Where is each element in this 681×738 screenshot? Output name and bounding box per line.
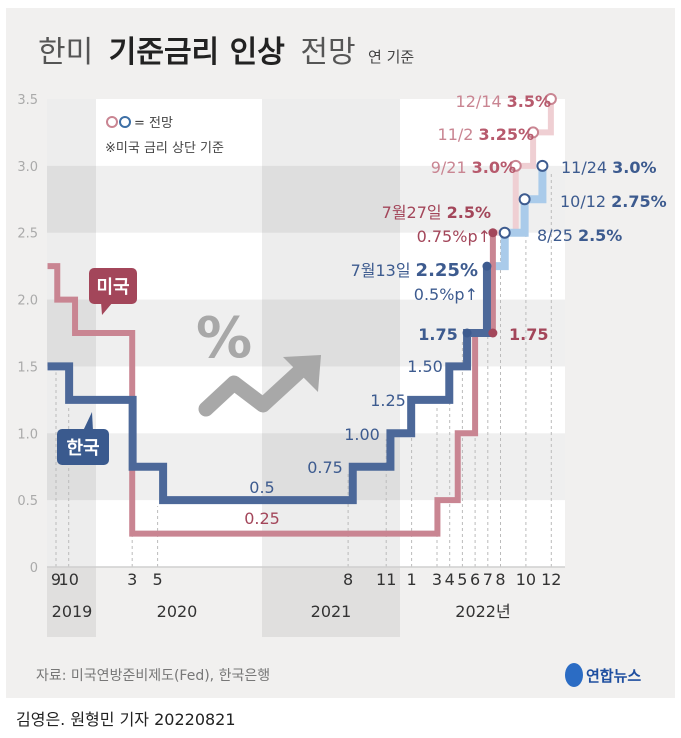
yonhap-logo-icon bbox=[565, 663, 583, 687]
byline: 김영은. 원형민 기자 20220821 bbox=[16, 710, 236, 729]
korea-callout: 한국 bbox=[57, 412, 109, 465]
korea-label-1.50: 1.50 bbox=[407, 357, 443, 376]
us-forecast-label-1214: 12/14 3.5% bbox=[456, 92, 551, 111]
year-label-2022: 2022년 bbox=[455, 602, 510, 621]
y-tick-label: 1.0 bbox=[17, 427, 38, 442]
us-july-label: 7월27일 2.5% bbox=[382, 203, 491, 222]
x-tick-label: 3 bbox=[432, 570, 442, 589]
korea-label-1.75: 1.75 bbox=[418, 325, 457, 344]
percent-icon: % bbox=[196, 306, 252, 371]
x-tick-label: 11 bbox=[376, 570, 396, 589]
legend-note: ※미국 금리 상단 기준 bbox=[105, 141, 224, 156]
y-axis-ticks: 0 0.5 1.0 1.5 2.0 2.5 3.0 3.5 bbox=[17, 93, 38, 576]
x-tick-label: 10 bbox=[59, 570, 79, 589]
us-forecast-marker-icon bbox=[106, 116, 118, 128]
arrow-head-icon bbox=[283, 355, 321, 392]
source-note: 자료: 미국연방준비제도(Fed), 한국은행 bbox=[36, 668, 270, 684]
x-tick-label: 6 bbox=[470, 570, 480, 589]
title-part-2: 전망 bbox=[300, 35, 355, 70]
us-forecast-label-112: 11/2 3.25% bbox=[438, 125, 534, 144]
year-label-2020: 2020 bbox=[157, 602, 198, 621]
korea-forecast-marker bbox=[498, 226, 511, 239]
y-tick-label: 1.5 bbox=[17, 360, 38, 375]
y-tick-label: 0.5 bbox=[17, 494, 38, 509]
korea-forecast-marker-icon bbox=[119, 116, 131, 128]
x-axis-labels: 910 3 5 8 11 1 3 4 5 6 7 8 10 12 bbox=[51, 570, 562, 589]
title-part-1: 한미 bbox=[38, 35, 93, 70]
us-forecast-marker bbox=[509, 159, 522, 172]
logo-text: 연합뉴스 bbox=[586, 667, 641, 685]
x-tick-label: 9 bbox=[51, 570, 61, 589]
us-callout-label: 미국 bbox=[96, 277, 129, 298]
us-forecast-marker bbox=[544, 93, 557, 105]
legend-forecast-label: = 전망 bbox=[134, 116, 173, 131]
zigzag-arrow-icon bbox=[198, 363, 308, 417]
series-lines bbox=[47, 99, 554, 537]
page-title: 한미 기준금리 인상 전망 bbox=[38, 35, 356, 70]
x-tick-label: 8 bbox=[343, 570, 353, 589]
korea-actual-line bbox=[47, 266, 491, 505]
korea-callout-label: 한국 bbox=[66, 438, 99, 459]
korea-label-0.5: 0.5 bbox=[249, 478, 274, 497]
us-dot-2.5 bbox=[488, 228, 498, 238]
x-tick-label: 7 bbox=[483, 570, 493, 589]
unit-note: 연 기준 bbox=[368, 48, 414, 66]
x-tick-label: 12 bbox=[541, 570, 561, 589]
x-tick-label: 1 bbox=[407, 570, 417, 589]
korea-label-0.75: 0.75 bbox=[307, 458, 343, 477]
yonhap-logo: 연합뉴스 bbox=[565, 663, 641, 687]
year-label-2019: 2019 bbox=[52, 602, 93, 621]
korea-forecast-marker bbox=[518, 193, 531, 206]
us-forecast-label-921: 9/21 3.0% bbox=[431, 158, 516, 177]
series-markers bbox=[462, 93, 557, 338]
korea-forecast-line bbox=[486, 165, 547, 271]
x-tick-label: 5 bbox=[457, 570, 467, 589]
us-dot-1.75 bbox=[488, 328, 498, 338]
july-annotations: 7월27일 2.5% 0.75%p↑ 7월13일 2.25% 0.5%p↑ bbox=[351, 203, 491, 304]
korea-forecast-label-1012: 10/12 2.75% bbox=[560, 192, 667, 211]
us-forecast-marker bbox=[527, 126, 540, 139]
percent-up-arrow-icon: % bbox=[196, 306, 321, 417]
year-label-2021: 2021 bbox=[311, 602, 352, 621]
korea-july-change: 0.5%p↑ bbox=[414, 285, 478, 304]
y-tick-label: 3.5 bbox=[17, 93, 38, 108]
x-tick-label: 5 bbox=[153, 570, 163, 589]
y-tick-label: 2.0 bbox=[17, 294, 38, 309]
korea-july-label: 7월13일 2.25% bbox=[351, 260, 478, 281]
us-actual-line bbox=[47, 232, 496, 537]
legend: = 전망 ※미국 금리 상단 기준 bbox=[105, 116, 224, 156]
us-label-0.25: 0.25 bbox=[244, 509, 280, 528]
korea-forecast-marker bbox=[536, 159, 549, 172]
forecast-labels: 12/14 3.5% 11/2 3.25% 9/21 3.0% 11/24 3.0% 1… bbox=[431, 92, 667, 245]
korea-forecast-label-1124: 11/24 3.0% bbox=[561, 158, 656, 177]
year-column-2021 bbox=[262, 99, 400, 637]
y-tick-label: 2.5 bbox=[17, 227, 38, 242]
korea-dot-2.25 bbox=[482, 261, 492, 271]
x-tick-label: 3 bbox=[127, 570, 137, 589]
y-tick-label: 0 bbox=[30, 561, 38, 576]
us-callout: 미국 bbox=[89, 268, 137, 315]
x-tick-label: 8 bbox=[495, 570, 505, 589]
korea-forecast-label-825: 8/25 2.5% bbox=[537, 226, 622, 245]
x-tick-label: 4 bbox=[445, 570, 455, 589]
x-tick-label: 10 bbox=[516, 570, 536, 589]
title-bold: 기준금리 인상 bbox=[109, 35, 285, 70]
korea-label-1.25: 1.25 bbox=[370, 391, 406, 410]
band bbox=[47, 165, 565, 233]
korea-label-1.00: 1.00 bbox=[344, 425, 380, 444]
level-labels: 0.5 0.25 0.75 1.00 1.25 1.50 1.75 1.75 bbox=[244, 325, 548, 528]
year-columns bbox=[47, 99, 400, 637]
year-labels: 2019 2020 2021 2022년 bbox=[52, 602, 511, 621]
korea-dot-1.75 bbox=[462, 328, 472, 338]
us-july-change: 0.75%p↑ bbox=[417, 227, 491, 246]
us-label-1.75: 1.75 bbox=[509, 325, 548, 344]
y-tick-label: 3.0 bbox=[17, 160, 38, 175]
